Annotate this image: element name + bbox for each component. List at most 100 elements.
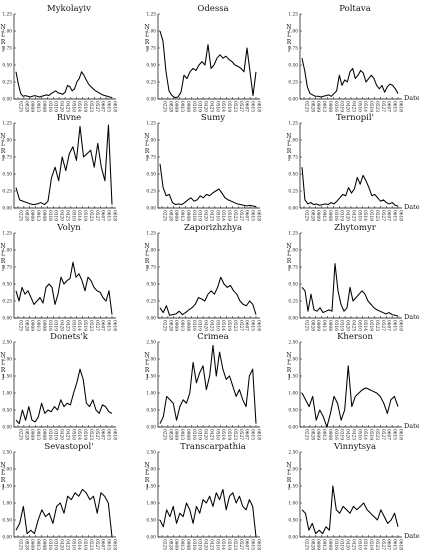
series-line <box>15 368 113 425</box>
y-tick-label: 2.50 <box>2 341 12 346</box>
y-tick-label: 0.00 <box>2 426 12 431</box>
y-tick-label: 0.00 <box>146 426 156 431</box>
y-tick-label: 0.75 <box>146 47 156 52</box>
x-tick-label: 0319 <box>53 320 58 331</box>
y-tick-label: 0.75 <box>288 47 298 52</box>
x-tick-label: 0423 <box>350 539 355 550</box>
x-axis-label: Date <box>404 532 420 540</box>
y-axis-label: R <box>145 39 150 46</box>
x-tick-label: 0316 <box>191 101 196 112</box>
x-tick-label: 0527 <box>94 320 99 331</box>
x-tick-label: 0909 <box>173 101 178 112</box>
y-tick-label: 2.50 <box>2 451 12 456</box>
y-tick-label: 0.25 <box>146 81 156 86</box>
x-tick-label: 0519 <box>368 429 373 440</box>
x-tick-label: 0828 <box>309 210 314 221</box>
x-tick-label: 0225 <box>303 320 308 331</box>
y-axis-label: N <box>0 133 5 140</box>
x-tick-label: 0319 <box>197 429 202 440</box>
y-tick-label: 2.00 <box>146 358 156 363</box>
y-tick-label: 0.25 <box>288 81 298 86</box>
panel-title: Vinnytsya <box>333 442 376 452</box>
x-tick-label: 0316 <box>191 539 196 550</box>
x-tick-label: 0225 <box>161 101 166 112</box>
y-axis-label: L <box>145 141 149 148</box>
x-tick-label: 0316 <box>333 101 338 112</box>
x-tick-label: 0423 <box>208 320 213 331</box>
y-tick-label: 0.00 <box>288 536 298 541</box>
x-tick-label: 0514 <box>220 320 225 331</box>
x-tick-label: 0423 <box>208 429 213 440</box>
y-tick-label: 2.00 <box>288 358 298 363</box>
panel-title: Poltava <box>339 4 371 14</box>
y-axis-label: N <box>0 462 5 469</box>
x-tick-label: 0319 <box>339 539 344 550</box>
y-axis-label: I <box>2 47 5 54</box>
x-tick-label: 0908 <box>41 320 46 331</box>
x-tick-label: 0615 <box>392 101 397 112</box>
x-tick-label: 0615 <box>392 539 397 550</box>
x-tick-label: 0225 <box>161 210 166 221</box>
series-line <box>15 488 113 538</box>
axes <box>157 233 260 319</box>
series-line <box>301 167 399 207</box>
x-tick-label: 0319 <box>197 210 202 221</box>
x-tick-label: 0913 <box>35 429 40 440</box>
x-tick-label: 0615 <box>106 320 111 331</box>
y-axis-label: L <box>1 470 5 477</box>
x-tick-label: 0527 <box>380 210 385 221</box>
x-tick-label: 0913 <box>321 539 326 550</box>
x-tick-label: 0909 <box>315 210 320 221</box>
x-tick-label: 0225 <box>303 429 308 440</box>
x-tick-label: 0319 <box>197 539 202 550</box>
y-axis-label: N <box>0 24 5 31</box>
y-tick-label: 1.25 <box>2 122 12 127</box>
y-axis-label: I <box>146 47 149 54</box>
y-tick-label: 0.00 <box>146 98 156 103</box>
y-tick-label: 0.50 <box>146 519 156 524</box>
series-line <box>159 163 257 208</box>
y-axis-label: I <box>288 266 291 273</box>
x-tick-label: 0828 <box>167 429 172 440</box>
y-tick-label: 1.25 <box>2 13 12 18</box>
y-tick-label: 1.00 <box>288 502 298 507</box>
x-tick-label: 0527 <box>238 539 243 550</box>
series-line <box>301 485 399 535</box>
y-tick-label: 1.00 <box>2 139 12 144</box>
y-axis-label: I <box>146 485 149 492</box>
x-tick-label: 0420 <box>203 101 208 112</box>
x-tick-label: 0519 <box>226 101 231 112</box>
axes <box>13 452 116 538</box>
y-tick-label: 1.00 <box>288 249 298 254</box>
y-tick-label: 0.00 <box>2 98 12 103</box>
x-tick-label: 0420 <box>345 320 350 331</box>
x-tick-label: 0423 <box>350 101 355 112</box>
series-line <box>15 71 113 99</box>
y-axis-label: N <box>144 352 149 359</box>
y-axis-label: N <box>144 133 149 140</box>
x-tick-label: 0225 <box>17 539 22 550</box>
x-tick-label: 0615 <box>250 101 255 112</box>
x-axis-label: Date <box>404 203 420 211</box>
x-tick-label: 0909 <box>315 101 320 112</box>
x-tick-label: 0514 <box>362 539 367 550</box>
axes <box>299 342 402 428</box>
x-tick-label: 0618 <box>111 429 116 440</box>
y-tick-label: 1.00 <box>146 30 156 35</box>
y-axis-label: N <box>0 352 5 359</box>
x-tick-label: 0225 <box>17 429 22 440</box>
x-tick-label: 0618 <box>397 539 402 550</box>
y-tick-label: 1.00 <box>146 392 156 397</box>
y-tick-label: 1.25 <box>288 122 298 127</box>
x-tick-label: 0420 <box>59 210 64 221</box>
x-tick-label: 0908 <box>327 320 332 331</box>
x-tick-label: 0225 <box>17 210 22 221</box>
y-tick-label: 1.50 <box>288 485 298 490</box>
y-tick-label: 0.25 <box>2 81 12 86</box>
series-line <box>15 261 113 315</box>
x-tick-label: 0519 <box>226 320 231 331</box>
y-axis-label: R <box>145 148 150 155</box>
